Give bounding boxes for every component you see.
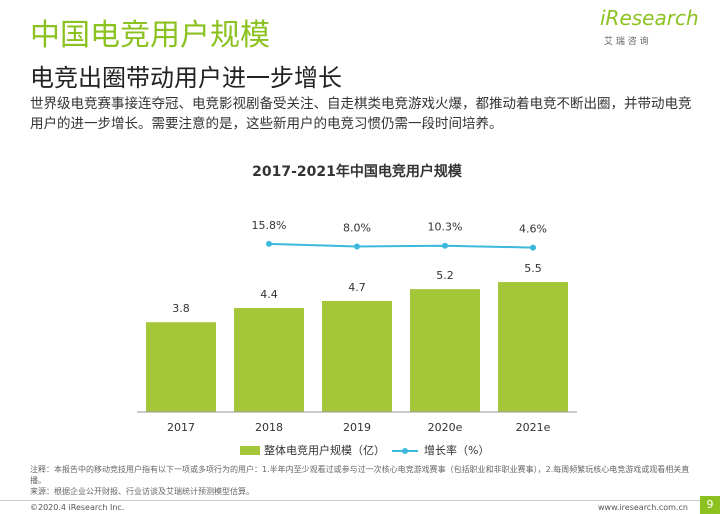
page-number: 9	[700, 496, 720, 514]
title: 中国电竞用户规模	[30, 18, 270, 53]
line-marker	[530, 244, 536, 251]
bar	[322, 300, 392, 412]
line-marker	[266, 240, 272, 247]
bar-label: 5.5	[524, 262, 542, 275]
bar	[146, 322, 216, 412]
subtitle: 电竞出圈带动用户进一步增长	[30, 64, 342, 92]
x-tick-label: 2019	[343, 421, 371, 434]
x-tick-label: 2020e	[428, 421, 463, 434]
body-text: 世界级电竞赛事接连夺冠、电竞影视剧备受关注、自走棋类电竞游戏火爆，都推动着电竞不…	[30, 96, 692, 132]
bar	[498, 282, 568, 412]
legend-label: 整体电竞用户规模（亿）	[264, 443, 385, 457]
line-label: 4.6%	[519, 223, 547, 236]
legend-swatch	[240, 446, 260, 455]
note: 注释：本报告中的移动竞技用户指有以下一项或多项行为的用户：1.半年内至少观看过或…	[30, 465, 690, 485]
legend-swatch	[402, 448, 408, 454]
logo: iResearch	[600, 6, 699, 30]
footer-right: www.iresearch.com.cn	[598, 503, 688, 512]
x-tick-label: 2017	[167, 421, 195, 434]
line-label: 10.3%	[428, 221, 463, 234]
logo-sub: 艾 瑞 咨 询	[604, 37, 649, 47]
chart-title: 2017-2021年中国电竞用户规模	[252, 163, 463, 180]
x-tick-label: 2021e	[516, 421, 551, 434]
footer-left: ©2020.4 iResearch Inc.	[30, 503, 125, 512]
bar-label: 5.2	[436, 269, 454, 282]
line-label: 15.8%	[252, 219, 287, 232]
x-tick-label: 2018	[255, 421, 283, 434]
notes: 注释：本报告中的移动竞技用户指有以下一项或多项行为的用户：1.半年内至少观看过或…	[30, 464, 700, 497]
bar-label: 4.4	[260, 288, 278, 301]
line	[268, 242, 534, 249]
note: 来源：根据企业公开财报、行业访谈及艾瑞统计预测模型估算。	[30, 487, 254, 496]
line-label: 8.0%	[343, 221, 371, 234]
bar	[410, 289, 480, 412]
line-marker	[354, 243, 360, 250]
bar-label: 4.7	[348, 281, 366, 294]
bar-label: 3.8	[172, 302, 190, 315]
bar	[234, 308, 304, 412]
legend-label: 增长率（%）	[424, 443, 489, 457]
line-marker	[442, 242, 448, 249]
footer-rule	[0, 500, 720, 501]
